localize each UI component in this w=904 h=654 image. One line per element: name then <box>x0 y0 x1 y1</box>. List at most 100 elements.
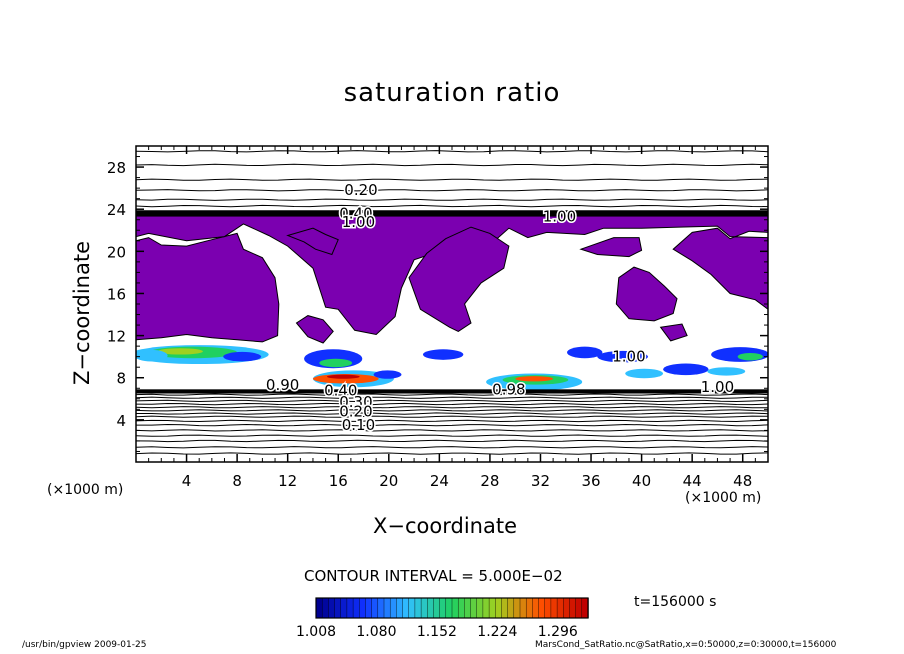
contour-line-8 <box>136 415 768 418</box>
contour-line-12 <box>136 402 768 406</box>
contour-line-3 <box>136 439 768 443</box>
supersaturated-region-2 <box>136 215 768 336</box>
colorbar-segment <box>575 597 583 619</box>
supersaturated-region-8 <box>659 323 688 342</box>
y-tick-label-20: 20 <box>107 243 126 261</box>
y-tick-label-8: 8 <box>116 370 126 388</box>
colorbar-label-4: 1.224 <box>477 624 517 640</box>
contour-label-12: 0.90 <box>266 376 299 394</box>
colorbar-segment <box>476 597 484 619</box>
contour-line-9 <box>136 412 768 415</box>
contour-line-13 <box>136 399 768 403</box>
contour-line-4 <box>136 434 768 437</box>
contour-interval-label: CONTOUR INTERVAL = 5.000E−02 <box>304 567 563 585</box>
colorbar-segment <box>507 597 515 619</box>
colorbar-segment <box>377 597 385 619</box>
supersaturated-region-1 <box>136 232 280 343</box>
colorbar-segment <box>365 597 373 619</box>
colorbar-segment <box>420 597 428 619</box>
contour-label-7: 0.20 <box>339 402 372 420</box>
colorbar-frame <box>315 597 589 619</box>
colorbar-segment <box>371 597 379 619</box>
cloud-patch-15 <box>515 376 554 382</box>
contour-label-4: 1.00 <box>543 208 576 226</box>
y-tick-label-12: 12 <box>107 328 126 346</box>
supersaturated-region-5 <box>579 237 643 258</box>
colorbar-segment <box>346 597 354 619</box>
colorbar-segment <box>519 597 527 619</box>
footer-program-date: /usr/bin/gpview 2009-01-25 <box>22 640 147 650</box>
contour-line-7 <box>136 419 768 423</box>
contour-line-14 <box>136 396 768 399</box>
x-tick-label-8: 8 <box>232 472 242 490</box>
cloud-patch-3 <box>157 348 203 355</box>
contour-label-9: 0.98 <box>492 380 525 398</box>
colorbar-label-1: 1.008 <box>296 624 336 640</box>
x-tick-label-4: 4 <box>182 472 192 490</box>
colorbar-segment <box>495 597 503 619</box>
colorbar-segment <box>408 597 416 619</box>
plot-contours <box>136 150 768 455</box>
colorbar-segment <box>451 597 459 619</box>
colorbar-segment <box>457 597 466 619</box>
plot-fills <box>136 215 768 391</box>
colorbar-segment <box>550 597 558 619</box>
colorbar-segment <box>488 597 496 619</box>
x-tick-label-32: 32 <box>531 472 550 490</box>
colorbar-segment <box>556 597 564 619</box>
colorbar-segment <box>427 597 435 619</box>
cloud-patch-17 <box>597 350 648 363</box>
cloud-patch-16 <box>567 346 603 359</box>
colorbar-segment <box>532 597 540 619</box>
x-tick-label-20: 20 <box>379 472 398 490</box>
colorbar-segment <box>569 597 577 619</box>
colorbar-segment <box>464 597 472 619</box>
colorbar-segment <box>525 597 534 619</box>
x-tick-label-12: 12 <box>278 472 297 490</box>
colorbar-segment <box>402 597 410 619</box>
colorbar-segment <box>513 597 521 619</box>
contour-line-1 <box>136 452 768 455</box>
colorbar: 1.008 1.080 1.152 1.224 1.296 <box>296 597 589 640</box>
contour-line-18 <box>136 198 768 201</box>
colorbar-segment <box>563 597 571 619</box>
colorbar-segment <box>470 597 478 619</box>
dense-contour-band-lower <box>136 389 768 394</box>
contour-label-1: 0.20 <box>344 181 377 199</box>
y-tick-label-16: 16 <box>107 285 126 303</box>
contour-line-6 <box>136 423 768 427</box>
contour-line-11 <box>136 406 768 409</box>
supersaturated-region-3 <box>286 227 339 256</box>
x-tick-label-16: 16 <box>329 472 348 490</box>
supersaturated-region-7 <box>295 315 334 344</box>
colorbar-segment <box>544 597 552 619</box>
colorbar-segment <box>414 597 422 619</box>
y-tick-label-28: 28 <box>107 159 126 177</box>
contour-label-8: 0.10 <box>342 416 375 434</box>
cloud-patch-10 <box>326 374 360 379</box>
cloud-patch-19 <box>663 363 709 376</box>
contour-line-20 <box>136 178 768 181</box>
colorbar-segment <box>340 597 348 619</box>
contour-label-6: 0.30 <box>339 393 372 411</box>
contour-line-21 <box>136 163 768 167</box>
contour-label-2: 0.40 <box>339 204 372 222</box>
x-tick-label-36: 36 <box>581 472 600 490</box>
colorbar-segment <box>315 597 323 619</box>
footer-data-source: MarsCond_SatRatio.nc@SatRatio,x=0:50000,… <box>535 640 837 650</box>
x-tick-label-28: 28 <box>480 472 499 490</box>
colorbar-segment <box>389 597 398 619</box>
y-axis-unit: (×1000 m) <box>47 482 124 498</box>
colorbar-segment <box>359 597 367 619</box>
colorbar-label-5: 1.296 <box>538 624 578 640</box>
colorbar-segment <box>352 597 360 619</box>
contour-label-3: 1.00 <box>342 213 375 231</box>
contour-line-5 <box>136 429 768 432</box>
cloud-patch-12 <box>422 349 464 360</box>
colorbar-segment <box>396 597 404 619</box>
y-tick-label-24: 24 <box>107 201 126 219</box>
x-tick-label-44: 44 <box>683 472 702 490</box>
contour-line-19 <box>136 189 768 192</box>
